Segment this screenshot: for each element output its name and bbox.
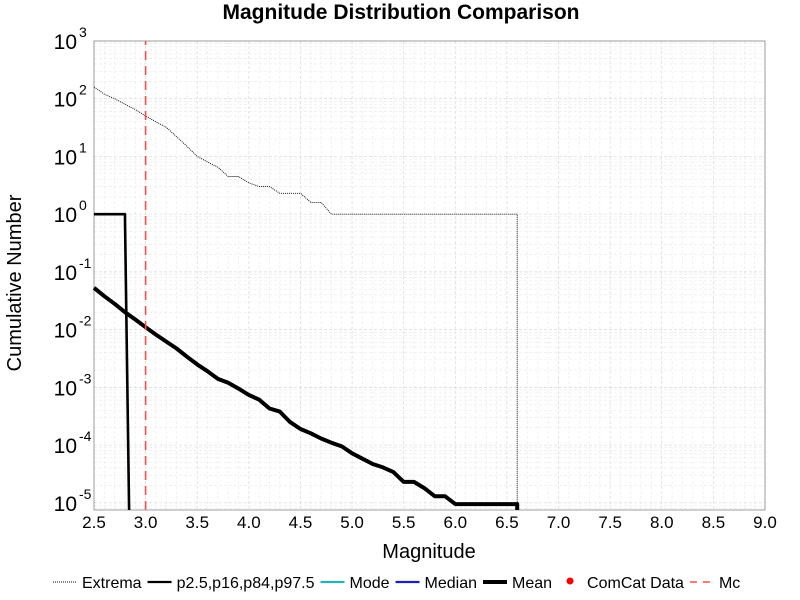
series-extrema-line (93, 86, 518, 510)
x-tick-label: 5.5 (392, 513, 416, 532)
x-tick-label: 2.5 (82, 513, 106, 532)
y-tick-exponent: 2 (79, 82, 87, 98)
y-tick-label: 10 (54, 435, 77, 458)
y-tick-exponent: -4 (79, 428, 92, 444)
x-axis-label: Magnitude (382, 541, 475, 563)
x-tick-label: 4.0 (237, 513, 261, 532)
y-tick-exponent: 0 (79, 197, 87, 213)
x-tick-label: 7.5 (598, 513, 622, 532)
legend-label: Mode (349, 575, 389, 592)
y-tick-label: 10 (54, 262, 77, 285)
y-tick-exponent: -2 (79, 313, 92, 329)
legend-label: Extrema (82, 575, 142, 592)
grid (93, 40, 766, 510)
x-tick-label: 9.0 (753, 513, 777, 532)
x-tick-label: 6.0 (443, 513, 467, 532)
y-tick-label: 10 (54, 377, 77, 400)
y-tick-exponent: -3 (79, 370, 92, 386)
series-mean-line (92, 286, 520, 510)
y-tick-exponent: -5 (79, 486, 92, 502)
legend-swatch (566, 577, 574, 585)
y-axis-label: Cumulative Number (4, 194, 26, 371)
x-tick-label: 5.0 (340, 513, 364, 532)
x-tick-label: 3.0 (134, 513, 158, 532)
legend-item: Mean (483, 575, 552, 592)
series-percentile-line (94, 212, 131, 511)
legend: Extrema p2.5,p16,p84,p97.5 Mode Median Mean C… (53, 575, 740, 592)
y-tick-exponent: 3 (79, 24, 87, 40)
legend-item: Mc (689, 575, 740, 592)
x-tick-label: 7.0 (547, 513, 571, 532)
legend-item: p2.5,p16,p84,p97.5 (147, 575, 315, 592)
x-tick-label: 8.0 (650, 513, 674, 532)
legend-label: Mean (512, 575, 552, 592)
x-tick-label: 3.5 (185, 513, 209, 532)
legend-label: p2.5,p16,p84,p97.5 (177, 575, 315, 592)
chart-title: Magnitude Distribution Comparison (223, 1, 580, 24)
y-tick-label: 10 (54, 146, 77, 169)
y-tick-label: 10 (54, 31, 77, 54)
legend-label: Mc (719, 575, 740, 592)
x-tick-labels: 2.5 3.0 3.5 4.0 4.5 5.0 5.5 6.0 6.5 7.0 7.5 8.0 8.5 9… (82, 513, 777, 532)
legend-label: ComCat Data (587, 575, 684, 592)
y-tick-label: 10 (54, 204, 77, 227)
legend-item: Mode (320, 575, 390, 592)
y-tick-label: 10 (54, 320, 77, 343)
series-layer (92, 41, 520, 511)
legend-item: Median (395, 575, 477, 592)
y-tick-exponent: 1 (79, 139, 87, 155)
x-tick-label: 4.5 (289, 513, 313, 532)
legend-label: Median (425, 575, 477, 592)
legend-item: ComCat Data (566, 575, 684, 592)
y-tick-exponent: -1 (79, 255, 92, 271)
x-tick-label: 6.5 (495, 513, 519, 532)
y-tick-label: 10 (54, 493, 77, 516)
x-tick-label: 8.5 (702, 513, 726, 532)
plot-frame (93, 40, 766, 511)
y-tick-label: 10 (54, 89, 77, 112)
legend-item: Extrema (53, 575, 142, 592)
